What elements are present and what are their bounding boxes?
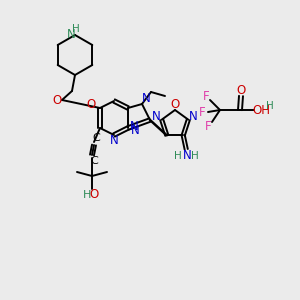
Text: N: N [110, 134, 118, 146]
Text: F: F [203, 89, 209, 103]
Text: O: O [52, 94, 62, 107]
Text: C: C [90, 156, 98, 166]
Text: N: N [130, 124, 140, 136]
Text: O: O [170, 98, 180, 110]
Text: N: N [142, 92, 150, 106]
Text: H: H [191, 151, 199, 161]
Text: F: F [199, 106, 205, 118]
Text: H: H [174, 151, 182, 161]
Text: O: O [86, 98, 96, 110]
Text: H: H [72, 24, 80, 34]
Text: N: N [183, 149, 192, 162]
Text: H: H [83, 190, 91, 200]
Text: OH: OH [252, 103, 270, 116]
Text: H: H [266, 101, 274, 111]
Text: C: C [92, 133, 100, 143]
Text: N: N [130, 121, 138, 134]
Text: O: O [89, 188, 99, 202]
Text: F: F [205, 119, 211, 133]
Text: O: O [236, 83, 246, 97]
Text: N: N [67, 28, 75, 40]
Text: N: N [189, 110, 198, 123]
Text: N: N [152, 110, 161, 123]
